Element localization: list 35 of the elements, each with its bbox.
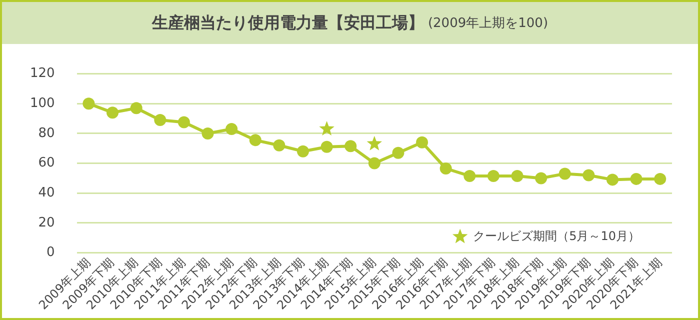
point: [82, 98, 95, 110]
point: [178, 116, 190, 128]
point: [440, 162, 452, 175]
point: [249, 134, 262, 146]
legend-label: クールビズ期間（5月～10月）: [473, 228, 640, 243]
point: [202, 127, 214, 140]
point: [226, 122, 238, 135]
point: [296, 145, 309, 158]
point: [654, 172, 666, 185]
point: [344, 140, 357, 152]
point: [464, 170, 476, 182]
point: [273, 139, 286, 152]
y-tick-label: 40: [38, 185, 55, 200]
y-tick-label: 100: [30, 96, 55, 112]
point: [582, 169, 595, 182]
point: [606, 174, 618, 186]
point: [558, 168, 571, 180]
point: [392, 146, 404, 159]
y-tick-label: 60: [38, 156, 55, 171]
point: [368, 157, 380, 170]
chart-subtitle: (2009年上期を100): [428, 15, 548, 32]
y-tick-label: 120: [30, 66, 55, 82]
point: [130, 102, 142, 114]
y-tick-label: 0: [46, 245, 55, 260]
point: [106, 106, 119, 119]
chart-title: 生産梱当たり使用電力量【安田工場】: [152, 12, 424, 34]
y-tick-label: 20: [38, 215, 55, 230]
point: [416, 136, 428, 148]
point: [487, 170, 500, 182]
point: [511, 170, 524, 182]
y-tick-label: 80: [38, 126, 55, 141]
point: [154, 114, 166, 126]
point: [535, 172, 548, 184]
point: [630, 172, 642, 185]
point: [320, 140, 333, 153]
